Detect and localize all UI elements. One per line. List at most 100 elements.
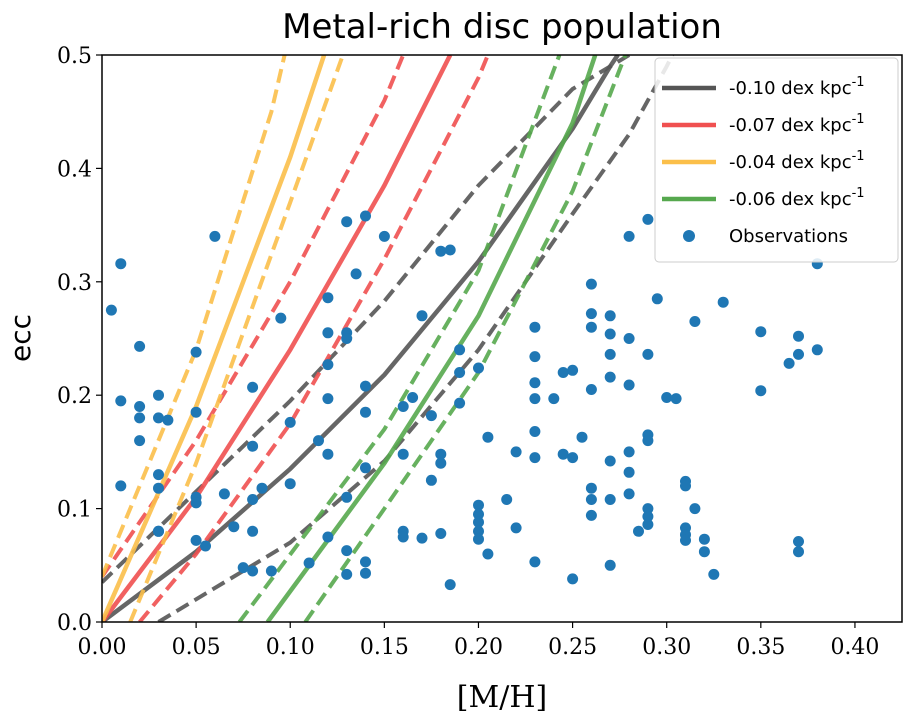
- observation-point: [623, 488, 635, 500]
- legend-label: -0.10 dex kpc-1: [729, 75, 865, 99]
- observation-point: [529, 393, 541, 405]
- x-tick-label: 0.30: [642, 635, 691, 660]
- observation-point: [529, 426, 541, 437]
- observation-point: [322, 359, 334, 371]
- observation-point: [473, 516, 484, 528]
- legend-label-superscript: -1: [852, 112, 865, 127]
- observation-point: [247, 494, 259, 505]
- observation-point: [322, 292, 334, 304]
- observation-point: [604, 371, 616, 383]
- observation-point: [529, 556, 541, 568]
- observation-point: [162, 414, 174, 426]
- observation-point: [604, 328, 616, 340]
- observation-point: [454, 397, 466, 409]
- observation-point: [435, 457, 447, 469]
- observation-point: [190, 406, 202, 418]
- observation-point: [529, 321, 541, 333]
- x-tick-label: 0.25: [548, 635, 597, 660]
- observation-point: [360, 406, 371, 418]
- observation-point: [473, 533, 484, 545]
- model-bound-line: [138, 55, 490, 622]
- observation-point: [435, 448, 447, 460]
- observation-point: [134, 435, 146, 447]
- observation-point: [548, 393, 560, 405]
- legend-label-superscript: -1: [852, 75, 865, 90]
- model-curves: [102, 55, 675, 622]
- model-line: [102, 55, 620, 622]
- x-tick-label: 0.35: [736, 635, 785, 660]
- observation-point: [651, 293, 663, 305]
- observation-point: [256, 482, 268, 494]
- observation-point: [529, 377, 541, 389]
- observation-point: [378, 230, 390, 242]
- observation-point: [265, 565, 277, 577]
- observation-point: [567, 364, 579, 376]
- observation-point: [341, 568, 353, 580]
- observation-point: [623, 333, 635, 344]
- observation-point: [510, 522, 522, 534]
- x-tick-label: 0.10: [266, 635, 315, 660]
- legend-label: -0.04 dex kpc-1: [729, 149, 865, 173]
- observation-point: [247, 440, 259, 452]
- observation-point: [153, 525, 164, 537]
- observation-point: [350, 268, 362, 280]
- observation-point: [529, 452, 541, 464]
- observation-point: [397, 448, 409, 460]
- observation-point: [275, 312, 287, 324]
- observation-point: [793, 348, 804, 360]
- observation-point: [360, 556, 371, 568]
- chart-title: Metal-rich disc population: [282, 7, 722, 47]
- observation-point: [689, 316, 701, 327]
- observation-point: [557, 367, 569, 378]
- observation-point: [416, 532, 428, 544]
- observation-point: [793, 536, 804, 547]
- observation-point: [604, 494, 616, 505]
- observation-point: [585, 278, 597, 290]
- observation-point: [200, 540, 211, 552]
- observation-point: [153, 482, 164, 494]
- legend-label-superscript: -1: [852, 186, 865, 201]
- legend-label: Observations: [729, 226, 848, 247]
- observation-point: [190, 346, 202, 358]
- observation-point: [115, 480, 127, 492]
- observation-point: [585, 384, 597, 395]
- observation-point: [557, 448, 569, 460]
- observation-point: [444, 579, 456, 591]
- observation-point: [322, 393, 334, 405]
- observation-point: [482, 431, 494, 443]
- observation-point: [717, 296, 729, 308]
- observation-point: [341, 216, 353, 228]
- observation-point: [642, 503, 654, 515]
- x-tick-label: 0.40: [830, 635, 879, 660]
- observation-point: [407, 392, 419, 403]
- observation-point: [435, 528, 447, 539]
- observation-point: [134, 412, 146, 424]
- y-axis-label: ecc: [4, 314, 37, 362]
- observation-point: [105, 304, 117, 316]
- model-bound-line: [102, 55, 287, 578]
- observation-point: [642, 213, 654, 225]
- observation-point: [454, 344, 466, 356]
- x-axis-ticks: 0.00 0.05 0.10 0.15 0.20 0.25 0.30 0.35 0.40: [78, 622, 879, 660]
- model-line: [265, 55, 598, 622]
- observation-point: [755, 385, 767, 397]
- observation-point: [190, 534, 202, 546]
- observation-point: [793, 330, 804, 342]
- observation-point: [134, 401, 146, 412]
- observation-point: [585, 321, 597, 333]
- observation-point: [698, 533, 710, 545]
- observation-point: [247, 565, 259, 577]
- y-tick-label: 0.2: [57, 384, 92, 409]
- observation-point: [237, 562, 249, 574]
- observation-point: [510, 446, 522, 458]
- observation-point: [642, 348, 654, 360]
- observation-point: [284, 416, 296, 428]
- observation-point: [529, 351, 541, 363]
- observation-point: [360, 567, 371, 579]
- observation-point: [623, 466, 635, 478]
- observation-point: [134, 340, 146, 352]
- legend-box: [654, 57, 899, 263]
- model-bound-line: [102, 55, 631, 584]
- observation-point: [501, 494, 513, 505]
- observation-point: [416, 310, 428, 322]
